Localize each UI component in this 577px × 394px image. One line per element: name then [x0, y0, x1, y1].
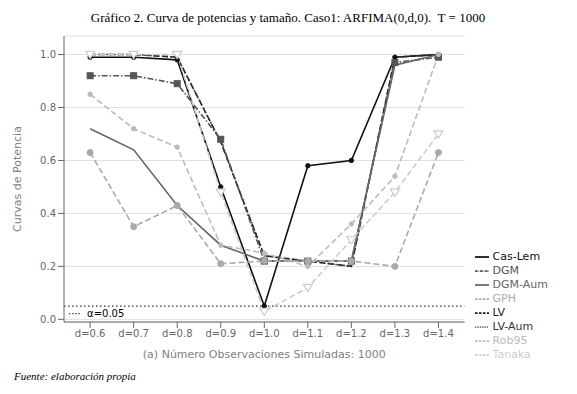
svg-text:0.6: 0.6 [40, 155, 56, 166]
svg-text:d=1.3: d=1.3 [380, 328, 411, 339]
svg-text:0.2: 0.2 [40, 261, 56, 272]
svg-text:d=1.1: d=1.1 [293, 328, 324, 339]
html-text:Tanaka: Tanaka [492, 348, 531, 361]
svg-text:0.8: 0.8 [40, 102, 56, 113]
html-text:Gráfico 2. Curva de potencias: Gráfico 2. Curva de potencias y tamaño. … [90, 10, 486, 25]
svg-text:d=0.9: d=0.9 [205, 328, 236, 339]
html-text:Rob95: Rob95 [492, 334, 528, 347]
svg-text:Curvas de Potencia: Curvas de Potencia [11, 126, 24, 232]
html-text:Fuente: elaboración propia: Fuente: elaboración propia [14, 370, 136, 382]
svg-text:d=1.4: d=1.4 [423, 328, 454, 339]
svg-text:(a) Número Observaciones Simul: (a) Número Observaciones Simuladas: 1000 [143, 348, 386, 361]
svg-text:1.0: 1.0 [40, 49, 56, 60]
svg-text:d=1.2: d=1.2 [336, 328, 367, 339]
html-text:LV: LV [492, 306, 505, 319]
svg-text:d=0.6: d=0.6 [75, 328, 106, 339]
html-text:GPH: GPH [492, 292, 516, 305]
svg-text:···· α=0.05: ···· α=0.05 [68, 308, 124, 319]
html-text:DGM-Aum: DGM-Aum [492, 278, 548, 291]
svg-text:d=0.7: d=0.7 [118, 328, 149, 339]
svg-text:0.0: 0.0 [40, 314, 56, 325]
svg-text:d=0.8: d=0.8 [162, 328, 193, 339]
html-text:DGM: DGM [492, 264, 520, 277]
svg-text:0.4: 0.4 [40, 208, 56, 219]
svg-text:d=1.0: d=1.0 [249, 328, 280, 339]
html-text:Cas-Lem: Cas-Lem [492, 250, 541, 263]
html-text:LV-Aum: LV-Aum [492, 320, 534, 333]
